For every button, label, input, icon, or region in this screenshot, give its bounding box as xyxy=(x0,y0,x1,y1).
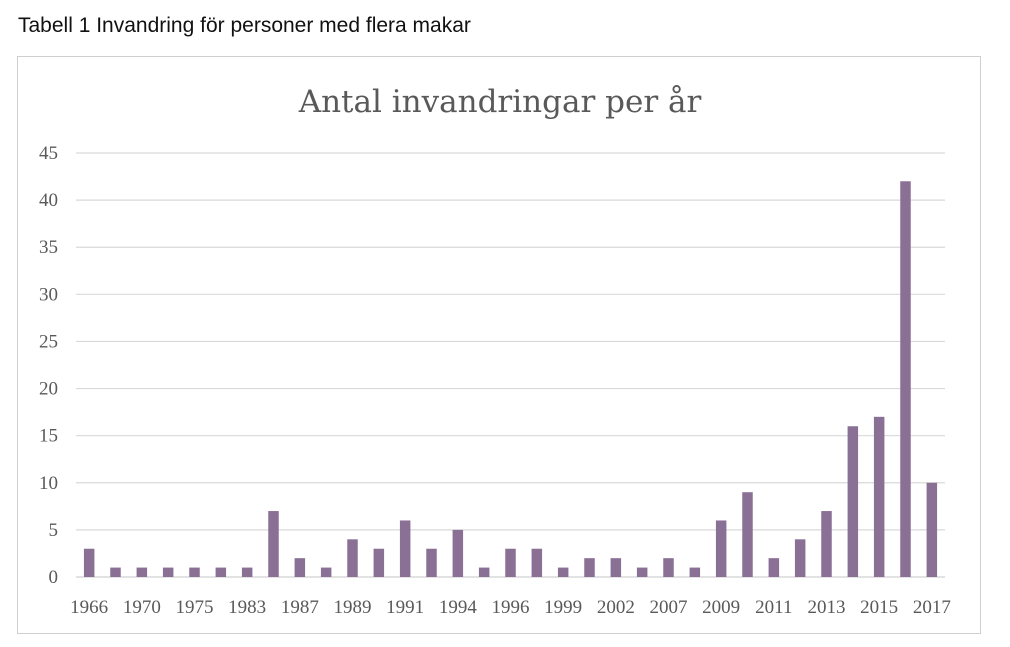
bar-chart: Antal invandringar per år 0 5 10 15 20 25 30 35… xyxy=(39,84,951,618)
bar xyxy=(241,567,253,577)
gridlines xyxy=(76,152,945,578)
bar xyxy=(399,520,411,577)
bar xyxy=(794,539,806,577)
x-tick-label: 2013 xyxy=(808,597,846,618)
bar xyxy=(162,567,174,577)
bar xyxy=(320,567,332,577)
x-axis-tick-labels: 1966 1970 1975 1983 1987 1989 1991 1994 1996 1999… xyxy=(70,597,951,618)
bar xyxy=(373,548,385,577)
y-tick-label: 40 xyxy=(39,190,58,211)
bar xyxy=(847,426,859,577)
x-tick-label: 1966 xyxy=(70,597,108,618)
bar xyxy=(268,511,279,577)
y-tick-label: 35 xyxy=(39,237,58,258)
bar xyxy=(531,548,543,577)
y-axis-tick-labels: 0 5 10 15 20 25 30 35 40 45 xyxy=(39,143,58,588)
bar xyxy=(926,482,938,577)
x-tick-label: 2002 xyxy=(597,597,635,618)
x-tick-label: 1996 xyxy=(492,597,530,618)
y-tick-label: 0 xyxy=(49,567,59,588)
x-tick-label: 2011 xyxy=(755,597,792,618)
bar xyxy=(110,567,121,577)
chart-title: Antal invandringar per år xyxy=(298,84,702,120)
bar xyxy=(294,558,306,577)
bar xyxy=(347,539,358,577)
x-tick-label: 1991 xyxy=(386,597,424,618)
bar xyxy=(83,548,95,577)
bar xyxy=(610,558,622,577)
y-tick-label: 30 xyxy=(39,284,58,305)
y-tick-label: 20 xyxy=(39,379,58,400)
bar xyxy=(689,567,701,577)
bar xyxy=(215,567,227,577)
bar xyxy=(452,529,464,577)
bar xyxy=(873,416,885,577)
bar xyxy=(557,567,569,577)
bar xyxy=(136,567,148,577)
bar xyxy=(900,181,911,577)
bar xyxy=(426,548,437,577)
bar xyxy=(478,567,490,577)
y-tick-label: 45 xyxy=(39,143,58,164)
bar xyxy=(742,492,753,577)
bar xyxy=(505,548,516,577)
x-tick-label: 2009 xyxy=(702,597,740,618)
x-tick-label: 1989 xyxy=(334,597,372,618)
x-tick-label: 1983 xyxy=(228,597,266,618)
x-tick-label: 1999 xyxy=(544,597,582,618)
bar xyxy=(663,558,674,577)
bar xyxy=(715,520,727,577)
x-tick-label: 1994 xyxy=(439,597,478,618)
x-tick-label: 1987 xyxy=(281,597,319,618)
y-tick-label: 10 xyxy=(39,473,58,494)
bars xyxy=(83,181,938,577)
y-tick-label: 25 xyxy=(39,331,58,352)
chart-frame: Antal invandringar per år 0 5 10 15 20 25 30 35… xyxy=(17,56,981,634)
table-caption: Tabell 1 Invandring för personer med fle… xyxy=(18,14,471,37)
x-tick-label: 2007 xyxy=(650,597,688,618)
bar xyxy=(189,567,200,577)
x-tick-label: 2015 xyxy=(860,597,898,618)
x-tick-label: 1970 xyxy=(123,597,161,618)
bar xyxy=(768,558,780,577)
bar xyxy=(636,567,648,577)
y-tick-label: 5 xyxy=(49,520,59,541)
x-tick-label: 2017 xyxy=(913,597,951,618)
y-tick-label: 15 xyxy=(39,426,58,447)
x-tick-label: 1975 xyxy=(176,597,214,618)
bar xyxy=(584,558,595,577)
bar xyxy=(821,511,832,577)
